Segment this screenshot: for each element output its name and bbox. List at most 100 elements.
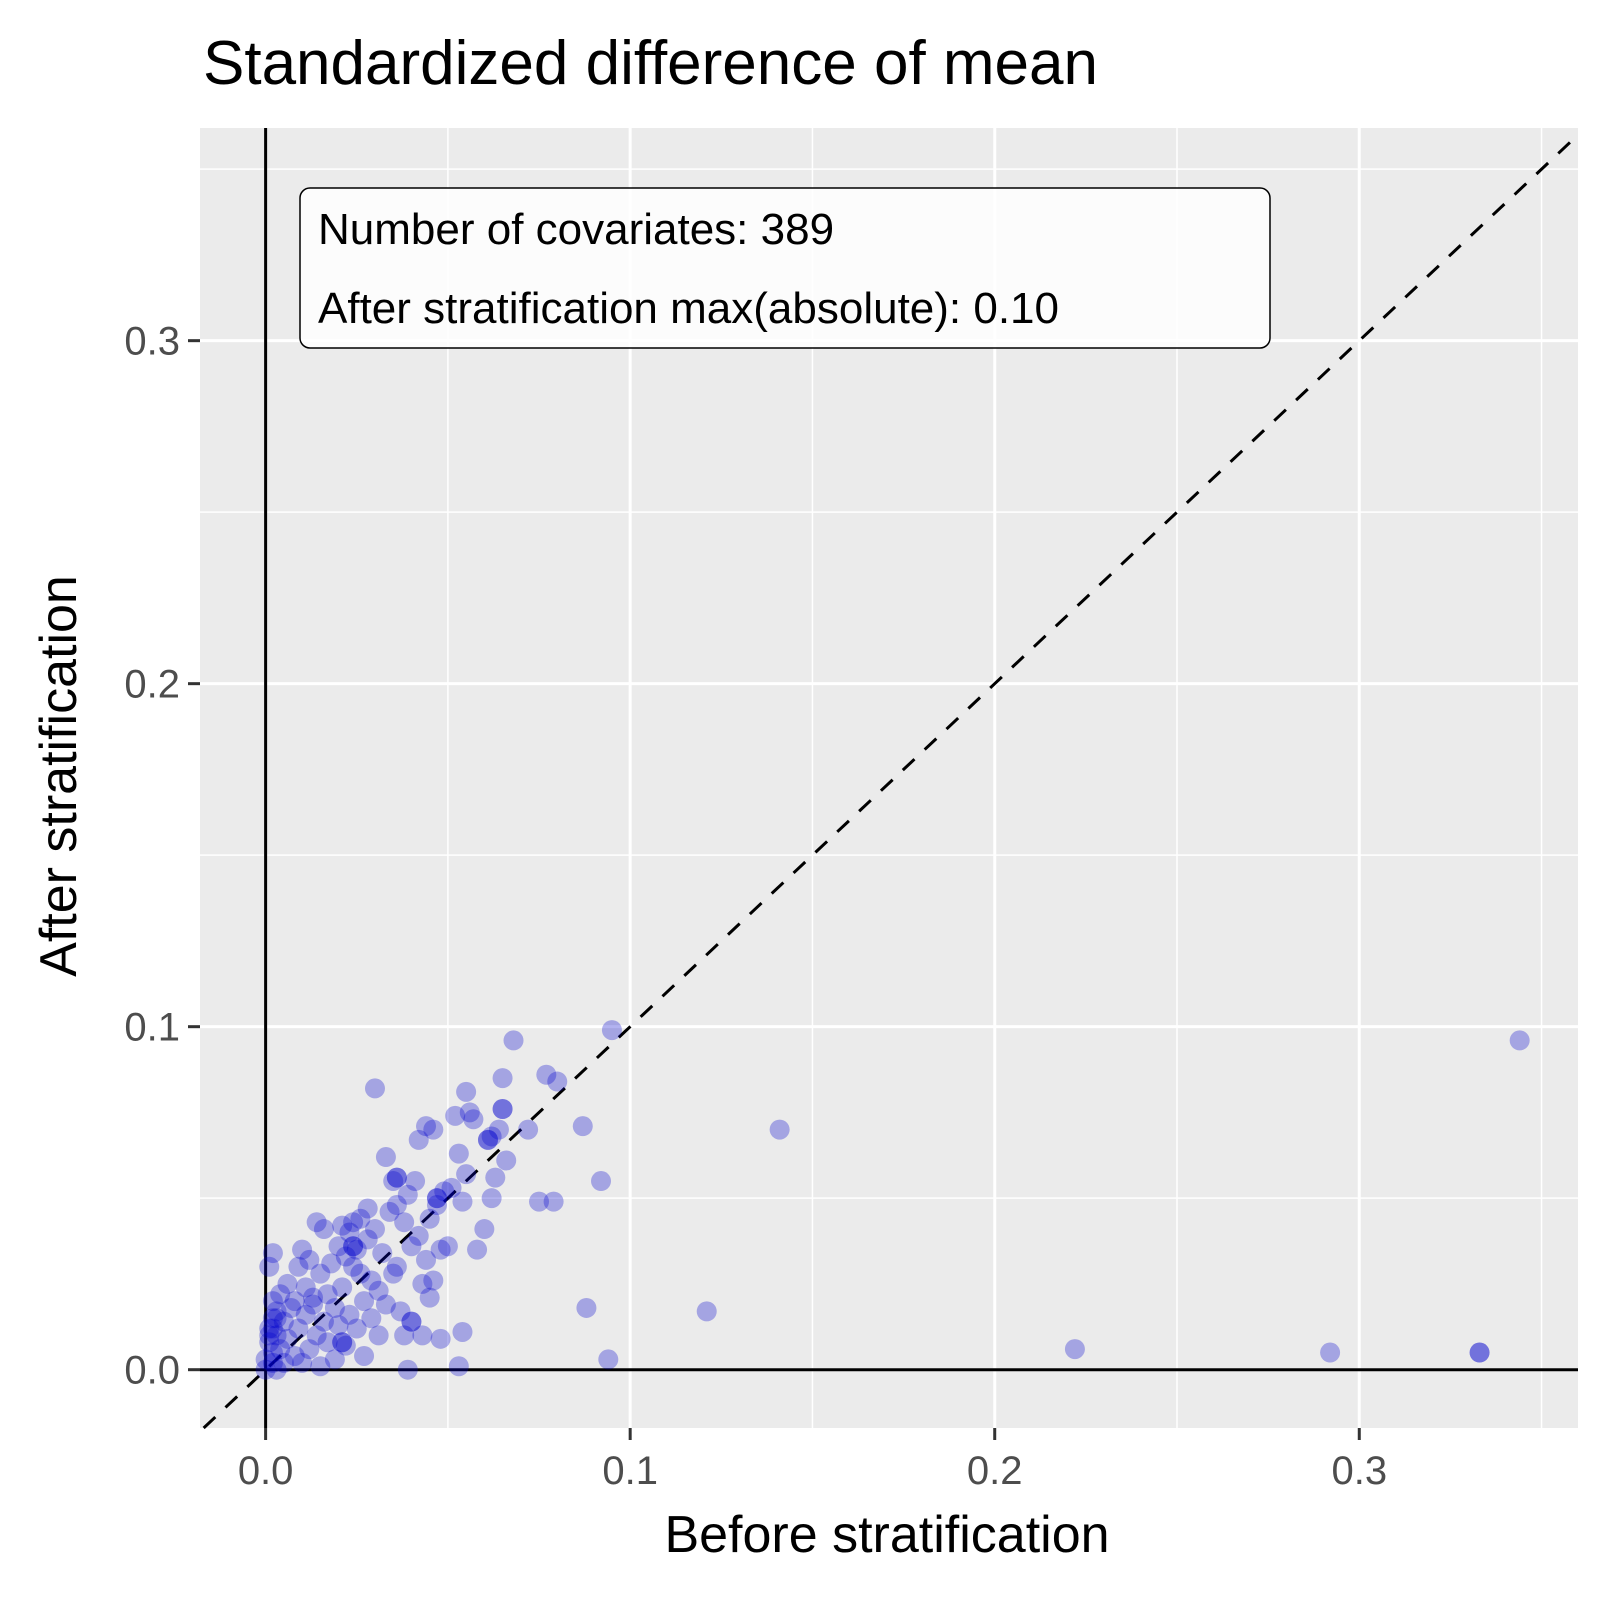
scatter-point bbox=[401, 1311, 422, 1332]
scatter-point bbox=[529, 1191, 550, 1212]
scatter-point bbox=[416, 1116, 437, 1137]
scatter-point bbox=[321, 1253, 342, 1274]
scatter-point bbox=[259, 1332, 280, 1353]
y-tick-label: 0.2 bbox=[124, 663, 180, 707]
scatter-point bbox=[328, 1315, 349, 1336]
scatter-point bbox=[295, 1304, 316, 1325]
y-tick-label: 0.0 bbox=[124, 1349, 180, 1393]
scatter-point bbox=[262, 1352, 283, 1373]
annotation-box: Number of covariates: 389 After stratifi… bbox=[299, 187, 1271, 349]
scatter-point bbox=[284, 1291, 305, 1312]
scatter-point bbox=[423, 1119, 444, 1140]
scatter-point bbox=[364, 1219, 385, 1240]
ref-line-diagonal bbox=[202, 133, 1580, 1430]
scatter-point bbox=[503, 1030, 524, 1051]
scatter-point bbox=[412, 1273, 433, 1294]
scatter-point bbox=[416, 1249, 437, 1270]
scatter-point bbox=[262, 1291, 283, 1312]
scatter-point bbox=[292, 1352, 313, 1373]
scatter-point bbox=[401, 1236, 422, 1257]
scatter-point bbox=[423, 1270, 444, 1291]
scatter-point bbox=[288, 1256, 309, 1277]
scatter-point bbox=[299, 1339, 320, 1360]
scatter-point bbox=[266, 1308, 287, 1329]
scatter-point bbox=[379, 1201, 400, 1222]
scatter-point bbox=[386, 1256, 407, 1277]
scatter-point bbox=[332, 1332, 353, 1353]
scatter-point bbox=[357, 1198, 378, 1219]
scatter-point bbox=[401, 1311, 422, 1332]
scatter-point bbox=[335, 1335, 356, 1356]
scatter-point bbox=[481, 1188, 502, 1209]
scatter-point bbox=[339, 1222, 360, 1243]
scatter-point bbox=[1509, 1030, 1530, 1051]
scatter-point bbox=[459, 1102, 480, 1123]
scatter-point bbox=[332, 1277, 353, 1298]
scatter-point bbox=[419, 1208, 440, 1229]
scatter-point bbox=[383, 1263, 404, 1284]
scatter-point bbox=[277, 1273, 298, 1294]
scatter-point bbox=[543, 1191, 564, 1212]
scatter-point bbox=[492, 1068, 513, 1089]
scatter-point bbox=[448, 1143, 469, 1164]
annotation-box-border bbox=[299, 187, 1271, 349]
scatter-point bbox=[350, 1263, 371, 1284]
scatter-point bbox=[266, 1301, 287, 1322]
scatter-point bbox=[394, 1212, 415, 1233]
scatter-point bbox=[441, 1177, 462, 1198]
scatter-point bbox=[332, 1215, 353, 1236]
scatter-point bbox=[492, 1099, 513, 1120]
scatter-point bbox=[343, 1236, 364, 1257]
scatter-point bbox=[1469, 1342, 1490, 1363]
scatter-point bbox=[317, 1332, 338, 1353]
scatter-point bbox=[284, 1345, 305, 1366]
scatter-point bbox=[262, 1308, 283, 1329]
scatter-point bbox=[456, 1164, 477, 1185]
scatter-point bbox=[769, 1119, 790, 1140]
scatter-point bbox=[390, 1301, 411, 1322]
scatter-point bbox=[277, 1328, 298, 1349]
scatter-point bbox=[434, 1181, 455, 1202]
scatter-point bbox=[456, 1081, 477, 1102]
scatter-point bbox=[303, 1294, 324, 1315]
scatter-point bbox=[547, 1071, 568, 1092]
scatter-point bbox=[696, 1301, 717, 1322]
scatter-point bbox=[426, 1188, 447, 1209]
scatter-point bbox=[273, 1352, 294, 1373]
scatter-point bbox=[452, 1321, 473, 1342]
scatter-point bbox=[576, 1297, 597, 1318]
reference-lines bbox=[200, 128, 1580, 1430]
scatter-point bbox=[259, 1325, 280, 1346]
scatter-point bbox=[412, 1325, 433, 1346]
scatter-point bbox=[485, 1167, 506, 1188]
scatter-point bbox=[408, 1225, 429, 1246]
x-tick-label: 0.2 bbox=[967, 1449, 1023, 1493]
scatter-point bbox=[310, 1263, 331, 1284]
scatter-point bbox=[324, 1349, 345, 1370]
scatter-point bbox=[437, 1236, 458, 1257]
scatter-point bbox=[361, 1270, 382, 1291]
x-axis-title: Before stratification bbox=[664, 1506, 1109, 1564]
scatter-point bbox=[1320, 1342, 1341, 1363]
scatter-point bbox=[405, 1171, 426, 1192]
annotation-line-max-absolute: After stratification max(absolute): 0.10 bbox=[318, 284, 1059, 333]
x-tick-label: 0.3 bbox=[1331, 1449, 1387, 1493]
scatter-point bbox=[262, 1318, 283, 1339]
scatter-point bbox=[364, 1078, 385, 1099]
scatter-point bbox=[317, 1284, 338, 1305]
scatter-point bbox=[343, 1256, 364, 1277]
scatter-point bbox=[518, 1119, 539, 1140]
scatter-point bbox=[372, 1243, 393, 1264]
scatter-point bbox=[306, 1212, 327, 1233]
scatter-point bbox=[306, 1325, 327, 1346]
scatter-point bbox=[386, 1167, 407, 1188]
scatter-point bbox=[375, 1147, 396, 1168]
scatter-point bbox=[273, 1311, 294, 1332]
scatter-point bbox=[299, 1249, 320, 1270]
scatter-point bbox=[310, 1356, 331, 1377]
scatter-point bbox=[452, 1191, 473, 1212]
scatter-point bbox=[448, 1356, 469, 1377]
scatter-point bbox=[357, 1229, 378, 1250]
scatter-point bbox=[445, 1105, 466, 1126]
